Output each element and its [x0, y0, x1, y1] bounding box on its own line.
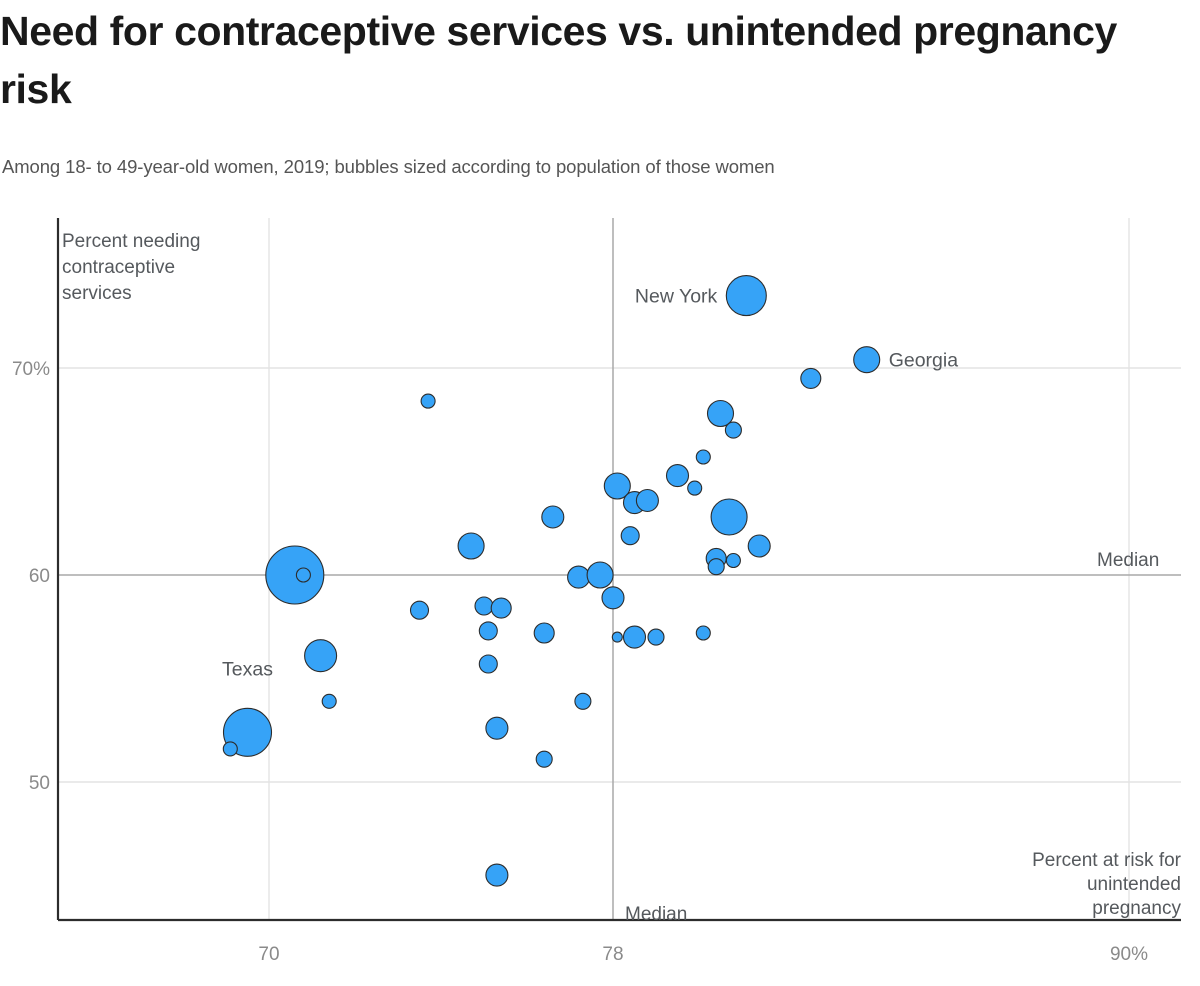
tick-labels-group: 70 78 90% 70% 60 50 [12, 359, 1148, 965]
bubble-point[interactable] [321, 693, 337, 709]
bubble-point[interactable] [622, 625, 647, 649]
bubble-point[interactable] [665, 464, 690, 488]
bubble-point[interactable] [601, 586, 625, 610]
bubble-point[interactable] [574, 692, 592, 710]
bubbles-group [222, 275, 881, 887]
bubble-point[interactable] [409, 600, 430, 620]
bubble-point[interactable] [647, 628, 665, 646]
label-texas: Texas [222, 659, 273, 681]
page-title: Need for contraceptive services vs. unin… [0, 8, 1117, 112]
chart-subtitle: Among 18- to 49-year-old women, 2019; bu… [2, 156, 775, 177]
y-tick-label: 60 [29, 566, 50, 587]
bubble-point[interactable] [706, 399, 735, 428]
bubble-point[interactable] [586, 561, 614, 589]
x-axis-title-line2: unintended [1087, 874, 1181, 895]
x-tick-label: 90% [1110, 944, 1148, 965]
x-axis-title-line3: pregnancy [1092, 898, 1181, 919]
bubble-georgia[interactable] [853, 346, 881, 374]
bubble-point[interactable] [620, 526, 640, 546]
bubble-point[interactable] [541, 505, 565, 529]
bubble-point[interactable] [295, 567, 311, 583]
y-median-label: Median [1097, 550, 1159, 571]
x-axis-title-line1: Percent at risk for [1032, 850, 1182, 871]
bubble-point[interactable] [695, 449, 711, 465]
bubble-point[interactable] [304, 639, 338, 673]
bubble-point[interactable] [420, 393, 436, 409]
bubble-point[interactable] [724, 421, 742, 439]
bubble-point[interactable] [695, 625, 711, 641]
bubble-point[interactable] [490, 597, 512, 619]
y-axis-title-line1: Percent needing [62, 231, 200, 252]
x-median-label: Median [625, 904, 687, 925]
bubble-point[interactable] [265, 545, 325, 605]
bubble-point[interactable] [611, 631, 623, 643]
x-tick-label: 78 [602, 944, 623, 965]
bubble-point[interactable] [707, 558, 725, 576]
bubble-point[interactable] [478, 621, 498, 641]
bubble-point[interactable] [478, 654, 498, 674]
bubble-point[interactable] [603, 472, 631, 500]
bubble-point[interactable] [567, 565, 591, 589]
bubble-point[interactable] [635, 488, 659, 513]
bubble-point[interactable] [710, 498, 748, 536]
bubble-point[interactable] [747, 534, 771, 558]
bubble-point[interactable] [485, 863, 509, 887]
annotation-labels-group: New York Georgia Texas [222, 286, 958, 681]
bubble-new-york[interactable] [725, 275, 767, 317]
bubble-point[interactable] [222, 741, 238, 757]
bubble-point[interactable] [485, 716, 509, 740]
bubble-point[interactable] [800, 367, 822, 389]
gridlines-group [58, 218, 1181, 920]
bubble-point[interactable] [533, 622, 555, 644]
y-axis-title-line3: services [62, 283, 132, 304]
y-tick-label: 70% [12, 359, 50, 380]
bubble-point[interactable] [687, 480, 703, 496]
axis-lines-group [56, 218, 1181, 922]
x-tick-label: 70 [258, 944, 279, 965]
y-axis-title-line2: contraceptive [62, 257, 175, 278]
bubble-point[interactable] [457, 532, 485, 560]
label-georgia: Georgia [889, 350, 959, 372]
bubble-point[interactable] [535, 750, 553, 768]
bubble-point[interactable] [474, 596, 494, 616]
y-tick-label: 50 [29, 773, 50, 794]
median-lines-group [58, 218, 1181, 920]
label-new-york: New York [635, 286, 718, 308]
bubble-point[interactable] [725, 552, 741, 569]
